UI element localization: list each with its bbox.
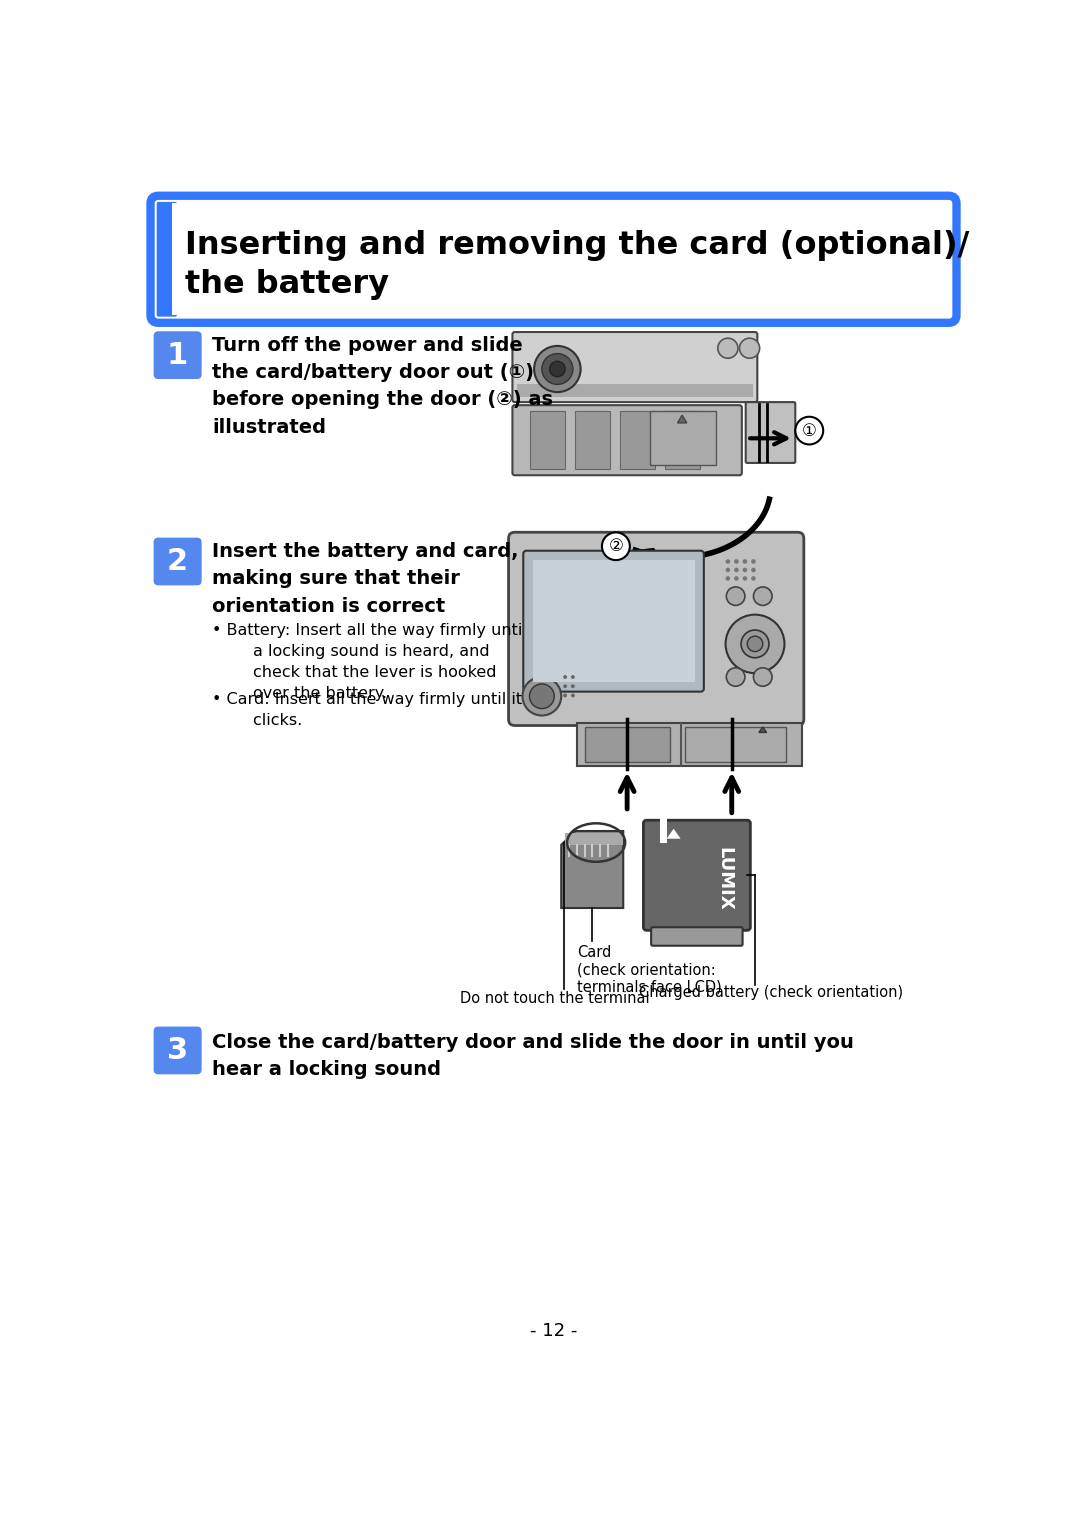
Text: 1: 1 — [167, 341, 188, 370]
Text: 3: 3 — [167, 1036, 188, 1065]
FancyBboxPatch shape — [153, 332, 202, 379]
FancyBboxPatch shape — [512, 405, 742, 476]
Text: Charged battery (check orientation): Charged battery (check orientation) — [638, 985, 903, 999]
FancyBboxPatch shape — [651, 927, 743, 946]
Circle shape — [550, 361, 565, 376]
Polygon shape — [666, 829, 680, 838]
Bar — [517, 384, 753, 398]
Circle shape — [563, 694, 567, 697]
Text: Inserting and removing the card (optional)/: Inserting and removing the card (optiona… — [186, 230, 970, 261]
Circle shape — [751, 568, 756, 573]
Circle shape — [726, 568, 730, 573]
FancyBboxPatch shape — [644, 820, 751, 930]
Bar — [661, 769, 666, 843]
Text: the battery: the battery — [186, 269, 390, 299]
FancyBboxPatch shape — [524, 551, 704, 692]
Text: • Battery: Insert all the way firmly until
        a locking sound is heard, and: • Battery: Insert all the way firmly unt… — [213, 623, 527, 701]
Circle shape — [571, 685, 575, 688]
FancyBboxPatch shape — [512, 332, 757, 402]
Circle shape — [734, 576, 739, 580]
Bar — [565, 834, 623, 844]
Bar — [665, 411, 700, 470]
Text: Do not touch the terminal: Do not touch the terminal — [460, 992, 650, 1005]
FancyBboxPatch shape — [157, 203, 177, 316]
Circle shape — [743, 576, 747, 580]
Bar — [576, 411, 610, 470]
Bar — [650, 411, 716, 465]
Circle shape — [795, 416, 823, 445]
Circle shape — [734, 568, 739, 573]
Text: • Card: Insert all the way firmly until it
        clicks.: • Card: Insert all the way firmly until … — [213, 692, 523, 729]
Circle shape — [563, 675, 567, 678]
Circle shape — [751, 559, 756, 563]
Text: LUMIX: LUMIX — [715, 847, 733, 910]
Text: ①: ① — [801, 422, 816, 439]
FancyBboxPatch shape — [150, 196, 957, 322]
Text: Card
(check orientation:
terminals face LCD): Card (check orientation: terminals face … — [577, 946, 721, 995]
Circle shape — [727, 668, 745, 686]
FancyBboxPatch shape — [153, 537, 202, 585]
Text: ②: ② — [608, 537, 623, 556]
Bar — [685, 728, 786, 761]
Bar — [532, 560, 694, 683]
Circle shape — [727, 586, 745, 605]
Circle shape — [718, 338, 738, 358]
FancyBboxPatch shape — [745, 402, 795, 464]
Bar — [530, 411, 565, 470]
Circle shape — [726, 559, 730, 563]
Circle shape — [726, 576, 730, 580]
Bar — [577, 723, 801, 766]
Polygon shape — [677, 414, 687, 424]
Circle shape — [754, 586, 772, 605]
Circle shape — [734, 559, 739, 563]
Text: - 12 -: - 12 - — [530, 1323, 577, 1340]
FancyBboxPatch shape — [153, 1027, 202, 1074]
Text: Close the card/battery door and slide the door in until you
hear a locking sound: Close the card/battery door and slide th… — [213, 1033, 854, 1079]
Bar — [584, 728, 670, 761]
Circle shape — [542, 353, 572, 384]
Bar — [620, 411, 656, 470]
Circle shape — [743, 568, 747, 573]
Circle shape — [523, 677, 562, 715]
Circle shape — [602, 533, 630, 560]
Text: Turn off the power and slide
the card/battery door out (①)
before opening the do: Turn off the power and slide the card/ba… — [213, 336, 554, 436]
Circle shape — [751, 576, 756, 580]
Circle shape — [563, 685, 567, 688]
Polygon shape — [562, 830, 623, 909]
Bar — [172, 204, 180, 315]
Circle shape — [535, 345, 581, 391]
Circle shape — [571, 694, 575, 697]
Text: 2: 2 — [167, 546, 188, 576]
Circle shape — [741, 629, 769, 659]
Circle shape — [754, 668, 772, 686]
Circle shape — [740, 338, 759, 358]
Text: Insert the battery and card,
making sure that their
orientation is correct: Insert the battery and card, making sure… — [213, 542, 519, 616]
Circle shape — [747, 635, 762, 651]
FancyBboxPatch shape — [509, 533, 804, 726]
Polygon shape — [759, 728, 767, 732]
Circle shape — [529, 685, 554, 709]
Circle shape — [726, 614, 784, 674]
Circle shape — [743, 559, 747, 563]
Circle shape — [571, 675, 575, 678]
